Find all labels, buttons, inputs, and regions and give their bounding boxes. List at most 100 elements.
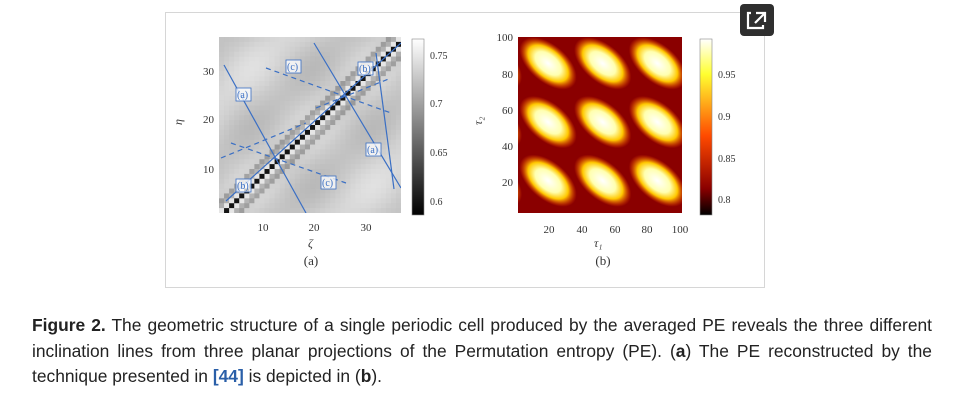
reference-link-44[interactable]: [44] <box>212 366 244 386</box>
heatmap-cell <box>289 129 296 136</box>
heatmap-cell <box>370 120 377 126</box>
heatmap-cell <box>284 71 291 77</box>
heatmap-cell <box>340 129 346 136</box>
heatmap-cell <box>264 169 270 175</box>
heatmap-cell <box>320 125 326 131</box>
heatmap-cell <box>345 144 351 150</box>
heatmap-cell <box>350 76 356 82</box>
heatmap-blob <box>455 13 531 41</box>
heatmap-cell <box>340 125 346 131</box>
heatmap-cell <box>244 81 250 87</box>
heatmap-cell <box>340 149 346 155</box>
heatmap-cell <box>279 61 286 67</box>
heatmap-cell <box>395 85 401 92</box>
heatmap-cell <box>279 198 286 204</box>
heatmap-cell <box>229 81 235 87</box>
heatmap-cell <box>234 154 240 160</box>
heatmap-cell <box>274 110 281 116</box>
heatmap-cell <box>345 149 351 155</box>
heatmap-cell <box>289 154 296 160</box>
heatmap-cell <box>304 208 311 213</box>
heatmap-cell <box>335 178 341 185</box>
heatmap-cell <box>294 134 301 141</box>
heatmap-cell <box>264 41 270 48</box>
heatmap-cell <box>350 198 356 204</box>
heatmap-cell <box>289 71 296 77</box>
heatmap-cell <box>345 125 351 131</box>
heatmap-cell <box>264 159 270 165</box>
heatmap-cell <box>294 76 301 82</box>
heatmap-cell <box>385 56 392 62</box>
heatmap-cell <box>239 159 245 165</box>
heatmap-cell <box>304 173 311 180</box>
heatmap-cell <box>395 90 401 97</box>
heatmap-cell <box>229 144 235 150</box>
heatmap-cell <box>330 208 336 213</box>
heatmap-cell <box>370 37 377 43</box>
heatmap-cell <box>229 37 235 43</box>
heatmap-cell <box>345 41 351 48</box>
heatmap-cell <box>375 203 382 209</box>
heatmap-cell <box>335 71 341 77</box>
heatmap-cell <box>249 193 255 199</box>
heatmap-cell <box>269 120 276 126</box>
heatmap-cell <box>269 164 276 170</box>
heatmap-cell <box>224 208 230 213</box>
heatmap-cell <box>360 208 367 213</box>
heatmap-cell <box>380 37 387 43</box>
heatmap-cell <box>289 178 296 185</box>
heatmap-cell <box>229 41 235 48</box>
heatmap-cell <box>269 85 276 92</box>
heatmap-cell <box>249 203 255 209</box>
heatmap-cell <box>360 193 367 199</box>
heatmap-cell <box>284 164 291 170</box>
heatmap-cell <box>385 183 392 189</box>
heatmap-cell <box>254 129 260 136</box>
heatmap-cell <box>304 37 311 43</box>
heatmap-cell <box>239 56 245 62</box>
heatmap-cell <box>229 164 235 170</box>
heatmap-cell <box>229 183 235 189</box>
panel-a: (c) (b) (a) (a) (b) (c) 10 20 30 10 20 3… <box>171 37 448 268</box>
heatmap-cell <box>375 85 382 92</box>
heatmap-cell <box>289 81 296 87</box>
heatmap-cell <box>289 169 296 175</box>
heatmap-cell <box>390 37 397 43</box>
heatmap-cell <box>370 105 377 111</box>
heatmap-cell <box>254 198 260 204</box>
heatmap-cell <box>380 90 387 97</box>
expand-button[interactable] <box>740 4 774 36</box>
heatmap-cell <box>390 71 397 77</box>
heatmap-cell <box>395 203 401 209</box>
heatmap-cell <box>340 188 346 194</box>
heatmap-cell <box>340 208 346 213</box>
heatmap-cell <box>370 134 377 141</box>
heatmap-cell <box>269 71 276 77</box>
heatmap-cell <box>315 81 321 87</box>
heatmap-cell <box>345 46 351 53</box>
heatmap-cell <box>360 198 367 204</box>
heatmap-cell <box>279 66 286 72</box>
heatmap-cell <box>370 51 377 57</box>
heatmap-cell <box>325 203 331 209</box>
heatmap-cell <box>345 208 351 213</box>
heatmap-cell <box>325 76 331 82</box>
heatmap-cell <box>395 66 401 72</box>
heatmap-cell <box>390 85 397 92</box>
heatmap-cell <box>340 169 346 175</box>
heatmap-cell <box>254 125 260 131</box>
heatmap-cell <box>224 37 230 43</box>
heatmap-cell <box>350 164 356 170</box>
heatmap-cell <box>284 115 291 121</box>
heatmap-cell <box>350 85 356 92</box>
heatmap-cell <box>395 183 401 189</box>
heatmap-cell <box>249 144 255 150</box>
b-xtick-80: 80 <box>642 224 654 236</box>
heatmap-cell <box>340 41 346 48</box>
heatmap-cell <box>274 90 281 97</box>
heatmap-cell <box>264 120 270 126</box>
heatmap-cell <box>365 188 372 194</box>
heatmap-cell <box>269 154 276 160</box>
heatmap-cell <box>340 37 346 43</box>
heatmap-cell <box>234 71 240 77</box>
